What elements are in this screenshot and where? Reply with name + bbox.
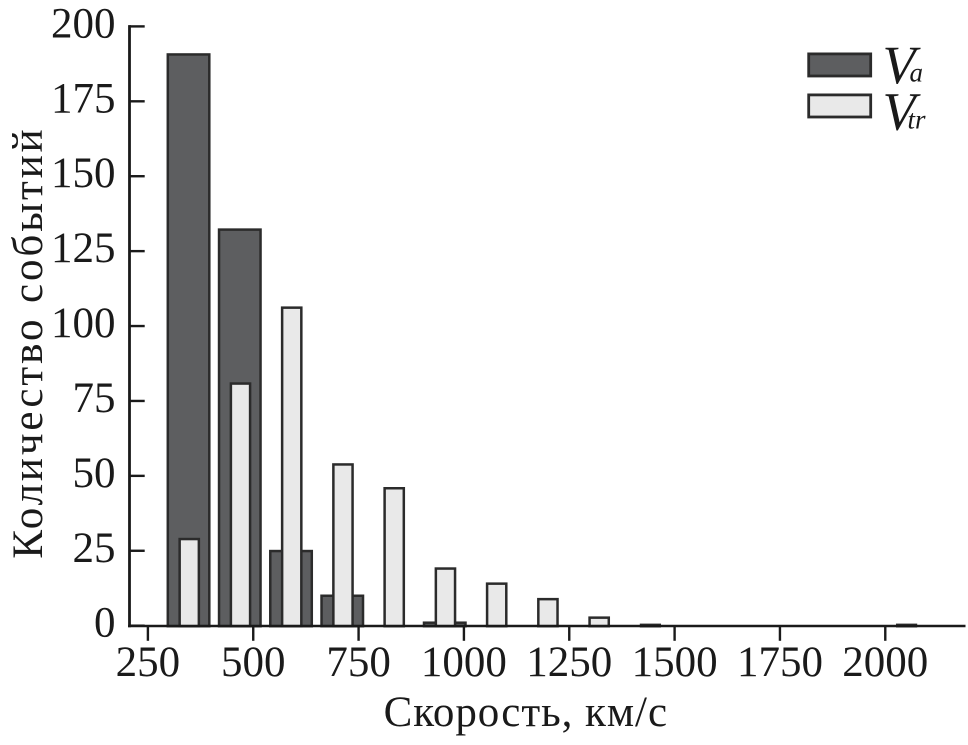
svg-text:250: 250 (116, 639, 181, 686)
svg-text:200: 200 (51, 0, 116, 47)
svg-text:75: 75 (73, 375, 116, 422)
svg-text:750: 750 (326, 639, 391, 686)
svg-text:1500: 1500 (632, 639, 718, 686)
svg-text:2000: 2000 (842, 639, 928, 686)
svg-text:125: 125 (51, 225, 116, 272)
svg-text:150: 150 (51, 150, 116, 197)
svg-text:1000: 1000 (421, 639, 507, 686)
svg-text:25: 25 (73, 525, 116, 572)
svg-text:50: 50 (73, 450, 116, 497)
svg-text:Количество событий: Количество событий (5, 126, 52, 558)
svg-text:1250: 1250 (526, 639, 612, 686)
svg-text:100: 100 (51, 300, 116, 347)
svg-text:500: 500 (221, 639, 286, 686)
svg-text:Скорость, км/с: Скорость, км/с (384, 689, 668, 736)
svg-text:1750: 1750 (737, 639, 823, 686)
svg-text:175: 175 (51, 75, 116, 122)
svg-text:0: 0 (94, 600, 116, 647)
